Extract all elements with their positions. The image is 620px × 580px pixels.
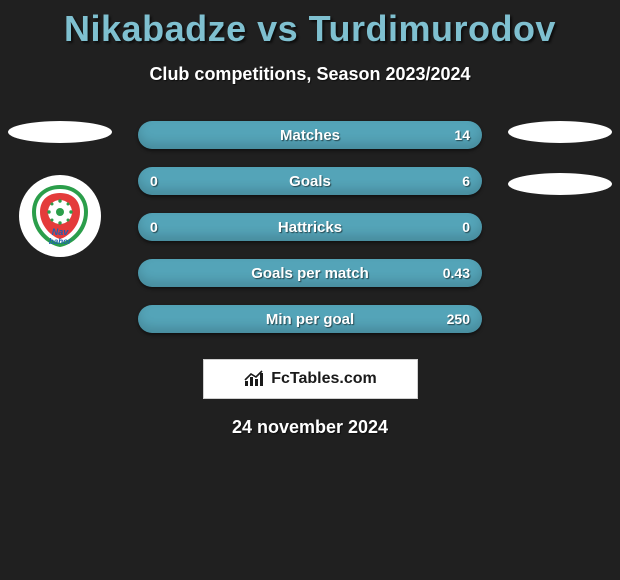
player-photo-placeholder <box>508 121 612 143</box>
player-photo-placeholder <box>8 121 112 143</box>
left-player-column: Nav bahor <box>0 121 120 257</box>
stat-label: Min per goal <box>266 311 354 328</box>
stat-label: Goals <box>289 173 331 190</box>
stat-bar-min-per-goal: Min per goal 250 <box>138 305 482 333</box>
bars-chart-icon <box>243 370 265 388</box>
svg-text:bahor: bahor <box>49 237 72 246</box>
stat-bar-goals-per-match: Goals per match 0.43 <box>138 259 482 287</box>
navbahor-crest-icon: Nav bahor <box>26 182 94 250</box>
stat-left-value: 0 <box>150 173 158 189</box>
stat-label: Goals per match <box>251 265 369 282</box>
stat-right-value: 0.43 <box>443 265 470 281</box>
stat-label: Matches <box>280 127 340 144</box>
stat-left-value: 0 <box>150 219 158 235</box>
brand-label: FcTables.com <box>271 370 377 388</box>
page-subtitle: Club competitions, Season 2023/2024 <box>0 64 620 85</box>
club-badge-navbahor: Nav bahor <box>19 175 101 257</box>
svg-text:Nav: Nav <box>52 227 70 237</box>
footer-date: 24 november 2024 <box>0 417 620 438</box>
stat-right-value: 0 <box>462 219 470 235</box>
stat-right-value: 6 <box>462 173 470 189</box>
club-badge-placeholder <box>508 173 612 195</box>
stats-bars: Matches 14 0 Goals 6 0 Hattricks 0 Goals… <box>138 121 482 333</box>
brand-box: FcTables.com <box>203 359 418 399</box>
stat-bar-goals: 0 Goals 6 <box>138 167 482 195</box>
stat-right-value: 250 <box>447 311 470 327</box>
stat-bar-matches: Matches 14 <box>138 121 482 149</box>
stat-label: Hattricks <box>278 219 342 236</box>
stat-bar-hattricks: 0 Hattricks 0 <box>138 213 482 241</box>
right-player-column <box>500 121 620 225</box>
stat-right-value: 14 <box>454 127 470 143</box>
page-title: Nikabadze vs Turdimurodov <box>0 0 620 50</box>
comparison-content: Nav bahor Matches 14 0 Goals 6 0 Hattric… <box>0 121 620 438</box>
